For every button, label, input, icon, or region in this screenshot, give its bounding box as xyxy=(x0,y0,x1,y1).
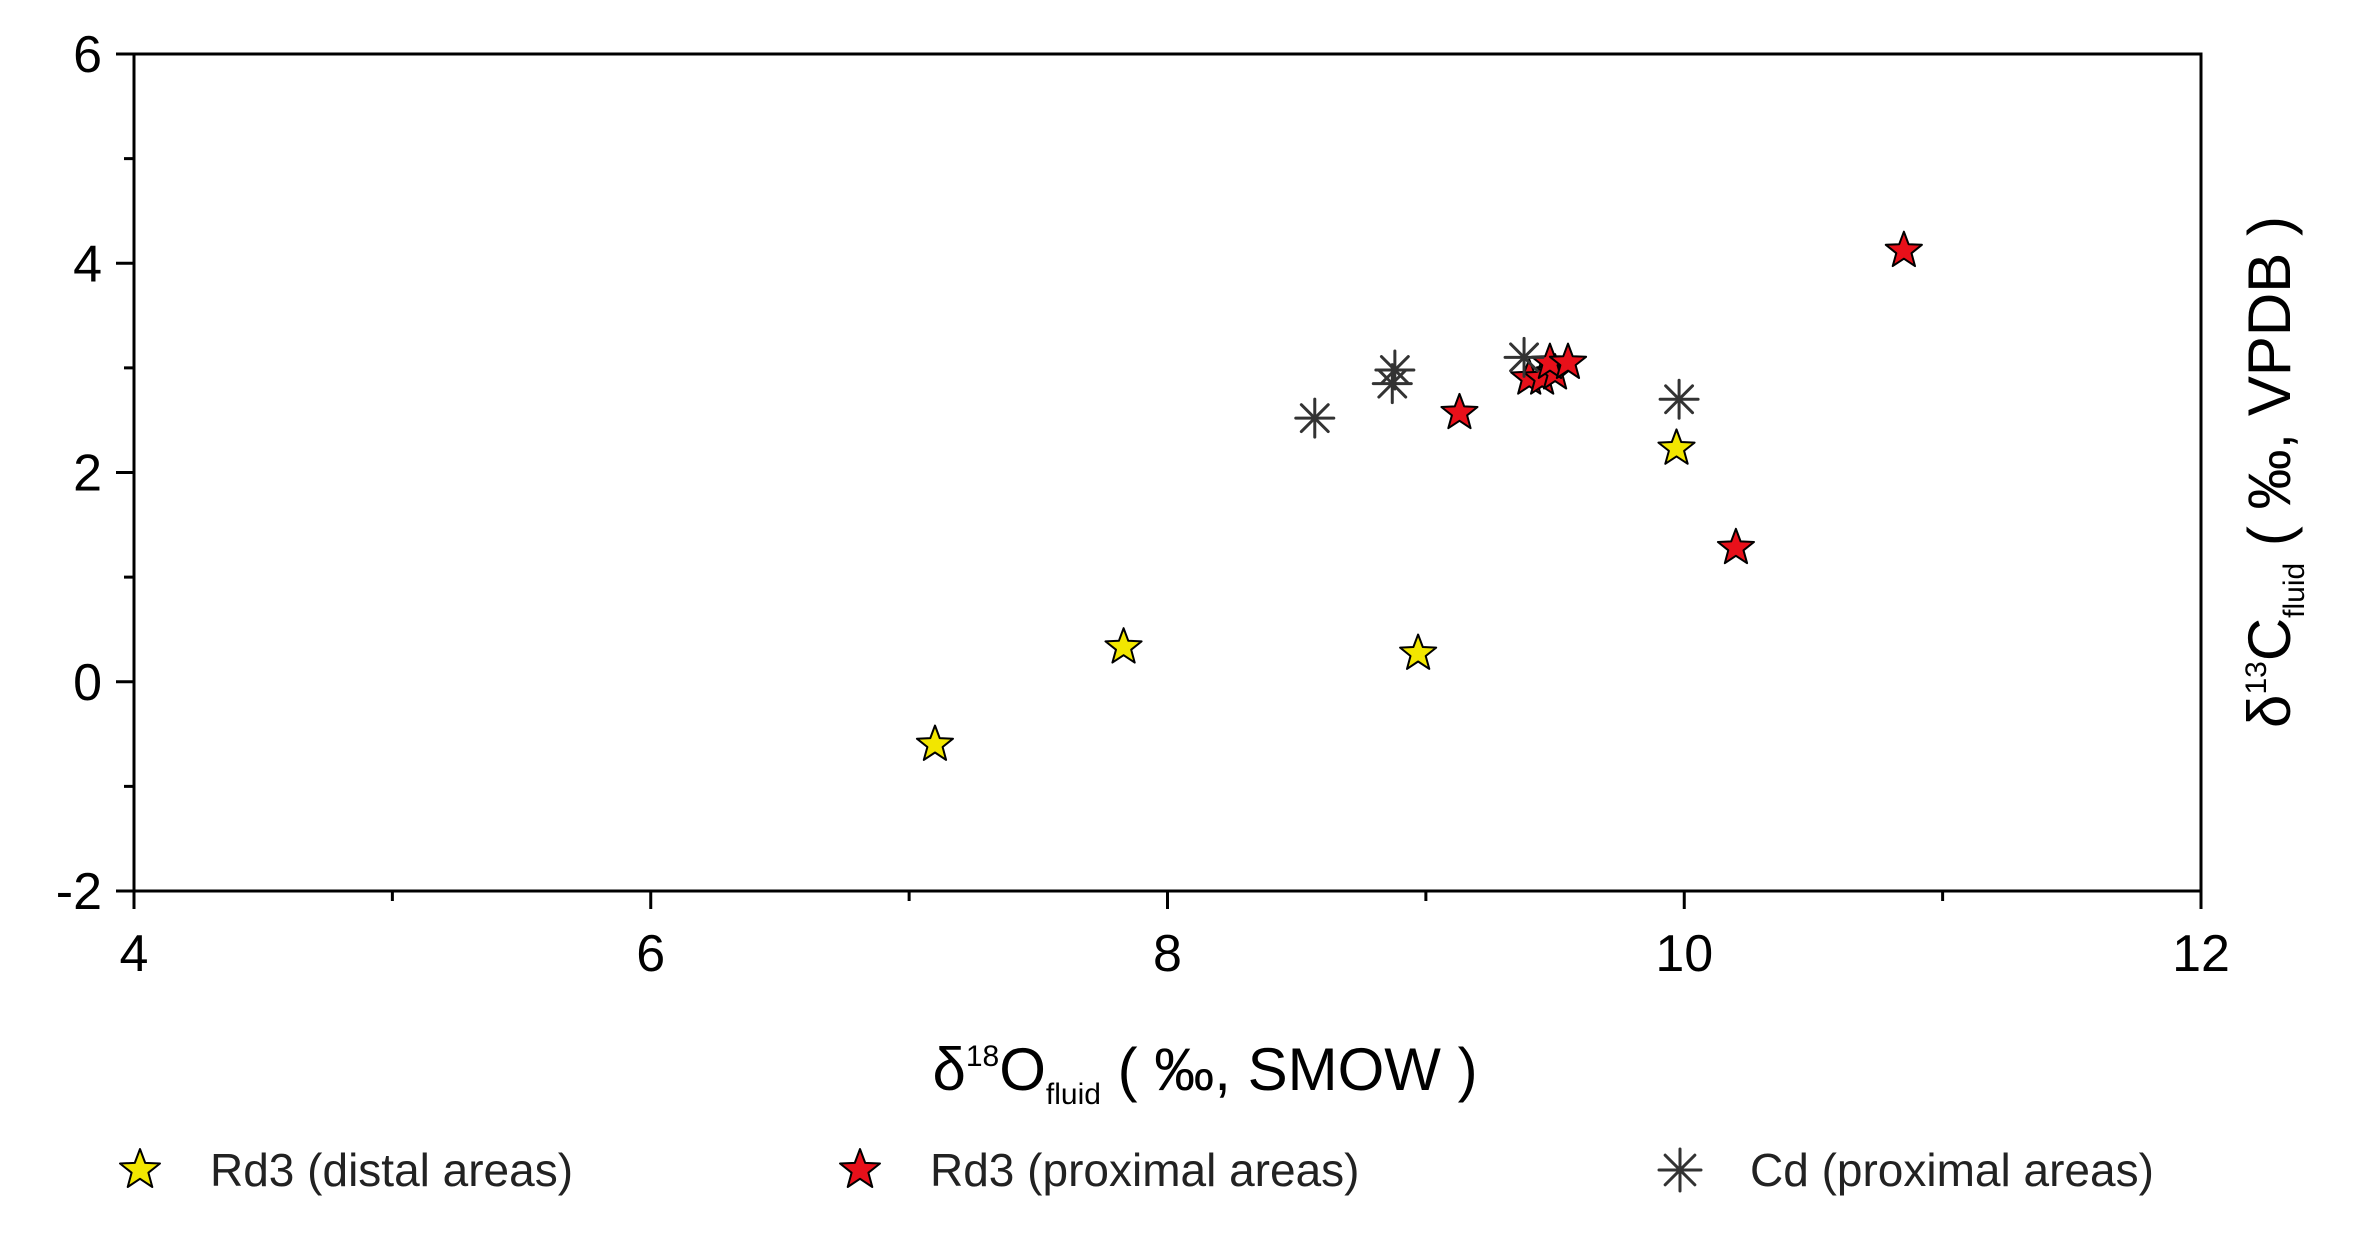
legend-label-rd3-distal: Rd3 (distal areas) xyxy=(210,1144,573,1196)
y-tick-labels: -2 0 2 4 6 xyxy=(56,26,102,921)
axis-ticks xyxy=(116,52,2203,909)
y-tick-label-0: 0 xyxy=(73,654,102,712)
data-points xyxy=(915,230,1923,761)
legend-label-rd3-proximal: Rd3 (proximal areas) xyxy=(930,1144,1359,1196)
series-rd3-distal-areas xyxy=(915,428,1696,761)
x-tick-label-12: 12 xyxy=(2172,925,2230,983)
x-axis-title: δ18Ofluid ( ‰, SMOW ) xyxy=(932,1036,1477,1111)
legend-marker-cd-proximal-areas xyxy=(1657,1147,1703,1193)
x-tick-labels: 4 6 8 10 12 xyxy=(120,925,2230,983)
point-cd-proximal-areas-0 xyxy=(1294,397,1336,439)
point-rd3-proximal-areas-0 xyxy=(1440,392,1479,430)
y-axis-title: δ13Cfluid ( ‰, VPDB ) xyxy=(2236,216,2311,728)
point-cd-proximal-areas-4 xyxy=(1658,378,1700,420)
y-tick-label-2: 2 xyxy=(73,445,102,503)
y-tick-label-4: 4 xyxy=(73,235,102,293)
point-cd-proximal-areas-3 xyxy=(1503,336,1545,378)
point-rd3-proximal-areas-6 xyxy=(1716,527,1755,565)
legend-item-rd3-distal: Rd3 (distal areas) xyxy=(119,1144,573,1196)
legend-item-cd-proximal: Cd (proximal areas) xyxy=(1657,1144,2154,1196)
legend-label-cd-proximal: Cd (proximal areas) xyxy=(1750,1144,2154,1196)
point-cd-proximal-areas-2 xyxy=(1374,349,1416,391)
series-cd-proximal-areas xyxy=(1294,336,1700,439)
legend-item-rd3-proximal: Rd3 (proximal areas) xyxy=(839,1144,1359,1196)
point-rd3-proximal-areas-5 xyxy=(1548,342,1588,379)
point-rd3-distal-areas-2 xyxy=(1399,633,1438,670)
x-tick-label-4: 4 xyxy=(120,925,149,983)
point-rd3-proximal-areas-7 xyxy=(1884,230,1923,268)
plot-frame xyxy=(132,52,2203,893)
legend: Rd3 (distal areas) Rd3 (proximal areas) … xyxy=(119,1144,2154,1196)
y-tick-label-2: -2 xyxy=(56,863,102,921)
point-rd3-distal-areas-1 xyxy=(1104,627,1143,664)
legend-marker-rd3-proximal-areas xyxy=(839,1148,881,1188)
legend-marker-rd3-distal-areas xyxy=(119,1148,161,1188)
x-tick-label-6: 6 xyxy=(636,925,665,983)
y-tick-label-6: 6 xyxy=(73,26,102,84)
point-rd3-distal-areas-3 xyxy=(1657,428,1696,465)
point-rd3-distal-areas-0 xyxy=(915,724,954,761)
x-tick-label-8: 8 xyxy=(1153,925,1182,983)
x-tick-label-10: 10 xyxy=(1655,925,1713,983)
